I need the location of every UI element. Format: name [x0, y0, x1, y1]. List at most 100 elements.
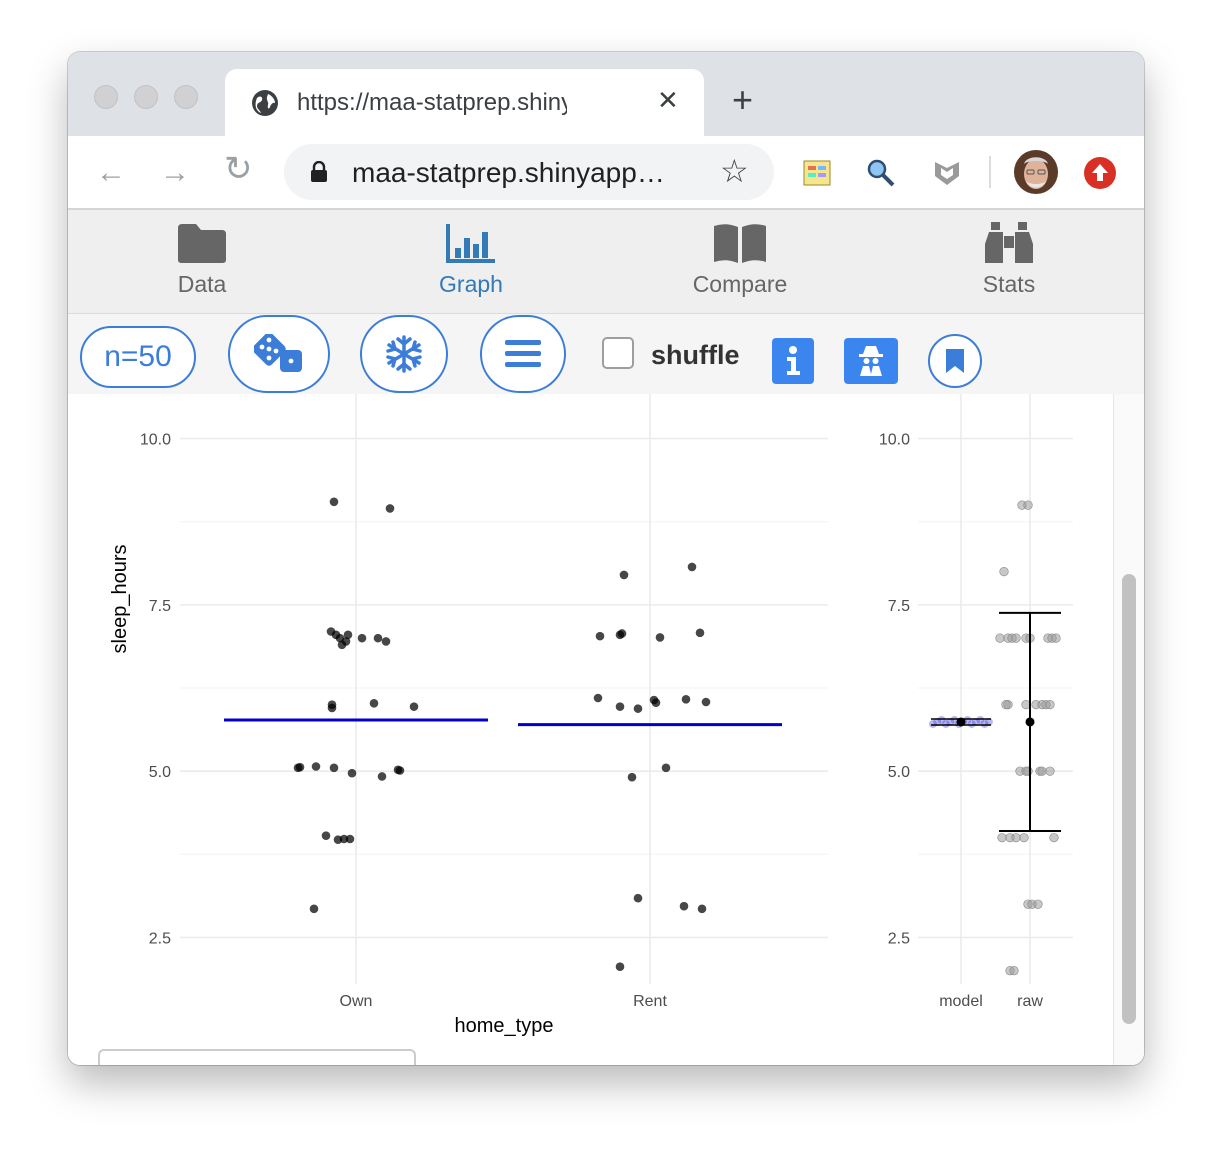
data-point	[329, 497, 339, 507]
right-scrollbar-track[interactable]	[1113, 394, 1144, 1065]
data-point	[409, 702, 419, 711]
nav-item-data[interactable]: Data	[132, 222, 272, 298]
data-point	[311, 762, 321, 771]
avatar[interactable]	[1014, 150, 1058, 194]
data-point	[345, 834, 355, 844]
model-point	[937, 715, 946, 724]
notes-extension-icon[interactable]	[802, 158, 832, 188]
magnifier-extension-icon[interactable]	[866, 158, 896, 188]
model-mean-point	[956, 717, 966, 727]
data-point	[377, 772, 387, 781]
y-tick-label: 7.5	[888, 598, 910, 615]
browser-toolbar: ← → ↻ maa-statprep.shinyapp… ☆	[68, 136, 1144, 210]
raw-point	[1045, 700, 1055, 710]
bookmark-button[interactable]	[928, 334, 982, 388]
x-tick-label: raw	[1017, 993, 1043, 1010]
shield-extension-icon[interactable]	[932, 158, 962, 188]
y-tick-label: 10.0	[140, 432, 171, 449]
model-point	[933, 717, 942, 726]
data-point	[619, 570, 629, 580]
data-point	[593, 693, 603, 703]
tab-title: https://maa-statprep.shinyapps.io	[297, 89, 567, 116]
raw-point	[1011, 833, 1021, 843]
spy-button[interactable]	[844, 338, 898, 384]
menu-button[interactable]	[480, 315, 566, 393]
model-raw-chart: 2.5 5.0 7.5 10.0 model raw	[879, 394, 1073, 1010]
x-axis-label: home_type	[455, 1015, 554, 1037]
model-point	[980, 719, 989, 728]
data-point	[381, 637, 391, 646]
snowflake-icon	[386, 335, 422, 373]
model-point	[984, 717, 993, 726]
nav-label-stats: Stats	[982, 271, 1036, 297]
data-point	[373, 633, 383, 643]
back-button[interactable]: ←	[96, 156, 126, 189]
nav-item-compare[interactable]: Compare	[670, 222, 810, 298]
bookmark-star-icon[interactable]: ☆	[720, 153, 749, 189]
data-point	[343, 630, 353, 640]
raw-point	[999, 567, 1009, 577]
raw-point	[1033, 899, 1043, 909]
plot-area: 2.5 5.0 7.5 10.0 Own Rent home_type sleep_hours…	[68, 394, 1113, 1065]
zoom-window-button[interactable]	[174, 85, 198, 109]
nav-item-stats[interactable]: Stats	[939, 222, 1079, 298]
forward-button[interactable]: →	[160, 156, 190, 189]
x-tick-label: Own	[340, 993, 373, 1010]
data-point	[681, 695, 691, 704]
resample-button[interactable]	[228, 315, 330, 393]
data-point	[679, 901, 689, 911]
sample-size-button[interactable]: n=50	[80, 326, 196, 388]
y-axis-label: sleep_hours	[109, 545, 131, 654]
bottom-panel	[98, 1049, 416, 1065]
tab-strip: https://maa-statprep.shinyapps.io ✕ +	[68, 52, 1144, 136]
shuffle-checkbox[interactable]	[602, 337, 634, 369]
close-window-button[interactable]	[94, 85, 118, 109]
nav-label-data: Data	[177, 271, 227, 297]
data-point	[357, 633, 367, 643]
address-bar[interactable]: maa-statprep.shinyapp… ☆	[284, 144, 774, 200]
data-point	[627, 772, 637, 782]
y-tick-label: 5.0	[149, 764, 171, 781]
data-point	[695, 628, 705, 638]
info-icon	[787, 346, 800, 375]
minimize-window-button[interactable]	[134, 85, 158, 109]
data-point	[337, 640, 347, 650]
data-point	[633, 893, 643, 903]
raw-point	[1019, 833, 1029, 843]
x-tick-label: model	[939, 993, 983, 1010]
reload-button[interactable]: ↻	[224, 150, 253, 188]
data-point	[701, 697, 711, 707]
book-icon	[714, 224, 766, 263]
raw-point	[997, 833, 1007, 843]
model-point	[972, 717, 980, 726]
freeze-button[interactable]	[360, 315, 448, 393]
toolbar-divider	[989, 156, 991, 188]
spy-icon	[859, 346, 883, 376]
data-point	[633, 704, 643, 713]
model-point	[950, 715, 959, 724]
tab-close-icon[interactable]: ✕	[657, 85, 679, 115]
y-tick-label: 5.0	[888, 764, 910, 781]
nav-item-graph[interactable]: Graph	[401, 222, 541, 298]
new-tab-button[interactable]: +	[732, 79, 754, 120]
data-point	[655, 633, 665, 642]
model-point	[946, 717, 955, 726]
model-point	[929, 719, 937, 728]
browser-window: https://maa-statprep.shinyapps.io ✕ + ← …	[68, 52, 1144, 1065]
url-text: maa-statprep.shinyapp…	[352, 157, 665, 188]
nav-label-graph: Graph	[439, 271, 503, 297]
dice-icon	[254, 334, 302, 372]
sample-size-label: n=50	[104, 340, 172, 373]
info-button[interactable]	[772, 338, 814, 384]
y-tick-label: 7.5	[149, 598, 171, 615]
update-icon[interactable]	[1083, 156, 1117, 190]
browser-tab[interactable]: https://maa-statprep.shinyapps.io ✕	[225, 69, 704, 136]
model-point	[976, 715, 985, 724]
raw-point	[995, 633, 1005, 643]
data-point	[687, 562, 697, 572]
scrollbar-thumb[interactable]	[1122, 574, 1136, 1024]
data-point	[615, 962, 625, 972]
shuffle-label: shuffle	[651, 340, 740, 370]
data-point	[293, 763, 303, 773]
raw-point	[1051, 633, 1061, 643]
